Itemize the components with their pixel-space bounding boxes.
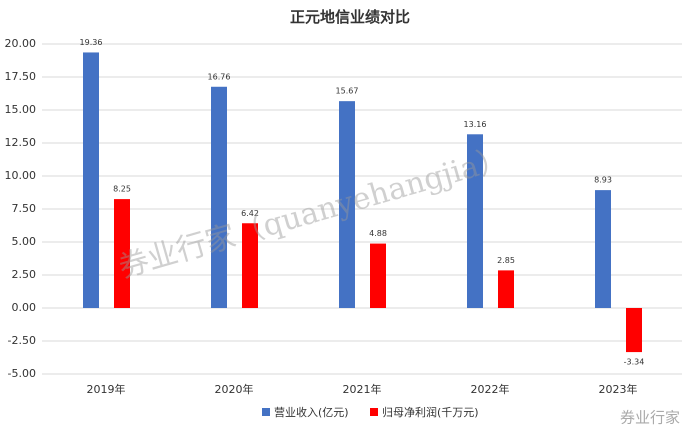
value-label: -3.34 <box>624 358 645 367</box>
y-tick-label: 15.00 <box>5 103 37 116</box>
y-tick-label: 20.00 <box>5 37 37 50</box>
value-label: 4.88 <box>369 229 387 238</box>
y-tick-label: 5.00 <box>12 235 37 248</box>
bar <box>467 134 483 308</box>
y-tick-label: 17.50 <box>5 70 37 83</box>
x-tick-label: 2023年 <box>599 382 638 396</box>
value-label: 8.25 <box>113 185 131 194</box>
value-label: 2.85 <box>497 256 515 265</box>
legend-swatch <box>262 408 270 416</box>
x-tick-label: 2022年 <box>471 382 510 396</box>
watermark: 券业行家（quanyehangjia） <box>115 141 512 286</box>
chart-title: 正元地信业绩对比 <box>290 8 410 26</box>
y-tick-label: 12.50 <box>5 136 37 149</box>
y-tick-label: -2.50 <box>8 334 36 347</box>
y-tick-label: -5.00 <box>8 367 36 380</box>
x-tick-label: 2021年 <box>343 382 382 396</box>
value-label: 6.42 <box>241 209 259 218</box>
y-tick-label: 2.50 <box>12 268 37 281</box>
y-tick-label: 0.00 <box>12 301 37 314</box>
value-label: 8.93 <box>594 176 612 185</box>
plot: -5.00 -2.50 0.00 2.50 5.00 7.50 10.00 12.50 15.0… <box>5 37 682 419</box>
bar <box>498 270 514 308</box>
value-label: 13.16 <box>464 120 487 129</box>
bar <box>114 199 130 308</box>
watermark-logo: 券业行家 <box>620 409 680 427</box>
bar <box>83 52 99 309</box>
bar <box>211 86 227 308</box>
bar <box>595 190 611 308</box>
y-tick-label: 7.50 <box>12 202 37 215</box>
bar <box>339 101 355 308</box>
bar <box>370 243 386 308</box>
legend-label: 归母净利润(千万元) <box>382 405 479 419</box>
bar <box>626 308 642 353</box>
value-label: 19.36 <box>80 38 103 47</box>
legend-swatch <box>370 408 378 416</box>
value-label: 16.76 <box>208 72 231 81</box>
y-tick-label: 10.00 <box>5 169 37 182</box>
legend-label: 营业收入(亿元) <box>274 405 349 419</box>
x-tick-label: 2019年 <box>87 382 126 396</box>
value-label: 15.67 <box>336 87 359 96</box>
bar <box>242 223 258 308</box>
x-tick-label: 2020年 <box>215 382 254 396</box>
